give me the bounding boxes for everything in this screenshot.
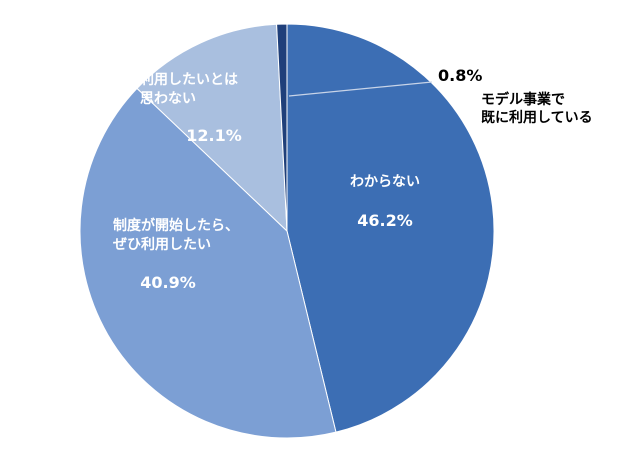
slice-label-3-line-0: モデル事業で bbox=[481, 91, 565, 108]
slices-layer bbox=[79, 23, 495, 439]
pie-slice-0 bbox=[286, 23, 495, 433]
slice-value-0: 46.2% bbox=[357, 211, 413, 230]
slice-value-1: 40.9% bbox=[140, 273, 196, 292]
leader-line-3 bbox=[288, 81, 433, 97]
pie-slice-1 bbox=[79, 87, 337, 439]
labels-layer: わからない 46.2% 制度が開始したら、ぜひ利用したい 40.9% 利用したいとは思わ… bbox=[113, 66, 593, 292]
slice-label-0-line-0: わからない bbox=[350, 174, 420, 190]
slice-label-3-line-1: 既に利用している bbox=[481, 109, 593, 126]
slice-label-2-line-1: 思わない bbox=[140, 91, 196, 107]
slice-label-2-line-0: 利用したいとは bbox=[140, 71, 238, 88]
slice-label-1-line-1: ぜひ利用したい bbox=[113, 236, 211, 253]
slice-label-1-line-0: 制度が開始したら、 bbox=[113, 217, 239, 234]
pie-slice-2 bbox=[136, 23, 288, 233]
slice-value-2: 12.1% bbox=[186, 126, 242, 145]
pie-slice-3 bbox=[276, 23, 288, 232]
slice-value-3: 0.8% bbox=[438, 66, 482, 85]
